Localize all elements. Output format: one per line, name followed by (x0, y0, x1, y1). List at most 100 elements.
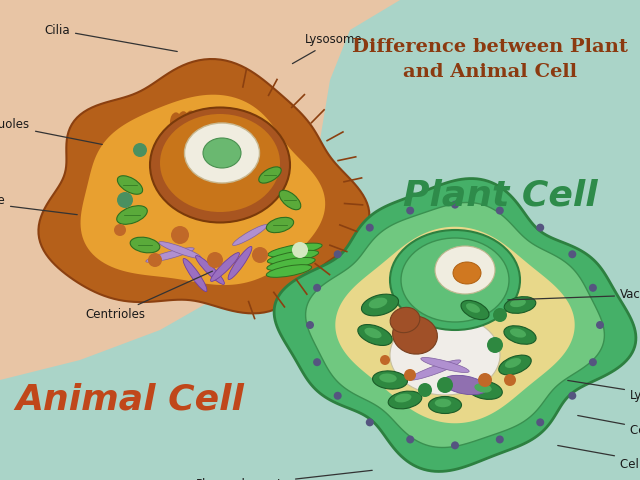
Ellipse shape (435, 399, 451, 407)
Circle shape (148, 253, 162, 267)
Ellipse shape (259, 167, 281, 183)
Text: Vacuoles: Vacuoles (0, 119, 102, 144)
Ellipse shape (395, 394, 412, 402)
Ellipse shape (461, 300, 489, 320)
Text: Difference between Plant
and Animal Cell: Difference between Plant and Animal Cell (352, 38, 628, 81)
Ellipse shape (505, 358, 521, 368)
Circle shape (366, 419, 374, 426)
Circle shape (171, 226, 189, 244)
Polygon shape (38, 59, 369, 313)
Text: Cilia: Cilia (44, 24, 177, 51)
Ellipse shape (358, 324, 392, 346)
Ellipse shape (435, 246, 495, 294)
Ellipse shape (392, 316, 437, 354)
Text: Cell membrane: Cell membrane (0, 193, 77, 215)
Text: Cell membrane: Cell membrane (557, 445, 640, 471)
Circle shape (404, 369, 416, 381)
Ellipse shape (146, 248, 194, 262)
Ellipse shape (364, 328, 381, 338)
Ellipse shape (372, 371, 408, 389)
Ellipse shape (196, 255, 225, 285)
Polygon shape (306, 203, 604, 447)
Ellipse shape (388, 391, 422, 409)
Ellipse shape (409, 360, 461, 380)
Circle shape (451, 201, 459, 209)
Circle shape (536, 419, 544, 426)
Text: Cell wall: Cell wall (578, 416, 640, 436)
Circle shape (487, 337, 503, 353)
Ellipse shape (228, 246, 252, 279)
Ellipse shape (222, 113, 234, 133)
Circle shape (252, 247, 268, 263)
Ellipse shape (203, 138, 241, 168)
Ellipse shape (267, 257, 315, 271)
Ellipse shape (266, 264, 312, 277)
Circle shape (406, 435, 414, 444)
Ellipse shape (401, 238, 509, 322)
Circle shape (589, 284, 597, 292)
Circle shape (114, 224, 126, 236)
Circle shape (504, 374, 516, 386)
Ellipse shape (504, 297, 536, 313)
Ellipse shape (429, 396, 461, 413)
Ellipse shape (421, 358, 469, 372)
Ellipse shape (474, 384, 492, 393)
Ellipse shape (177, 111, 189, 131)
Circle shape (333, 392, 342, 400)
Circle shape (589, 358, 597, 366)
Ellipse shape (468, 381, 502, 399)
Ellipse shape (184, 123, 259, 183)
Ellipse shape (200, 110, 212, 131)
Circle shape (133, 143, 147, 157)
Ellipse shape (390, 315, 500, 395)
Text: Animal Cell: Animal Cell (15, 383, 244, 417)
Circle shape (536, 224, 544, 232)
Ellipse shape (130, 237, 160, 253)
Circle shape (406, 206, 414, 215)
Ellipse shape (369, 298, 387, 309)
Ellipse shape (510, 299, 526, 307)
Text: Vacuole: Vacuole (508, 288, 640, 301)
Ellipse shape (150, 108, 290, 223)
Ellipse shape (207, 111, 220, 131)
Polygon shape (81, 95, 325, 285)
Polygon shape (274, 179, 636, 471)
Ellipse shape (380, 373, 397, 383)
Circle shape (568, 392, 576, 400)
Circle shape (366, 224, 374, 232)
Ellipse shape (193, 110, 204, 130)
Ellipse shape (268, 250, 319, 264)
Ellipse shape (160, 114, 280, 212)
Ellipse shape (504, 326, 536, 344)
Circle shape (207, 252, 223, 268)
Ellipse shape (211, 252, 239, 281)
Circle shape (478, 373, 492, 387)
Ellipse shape (466, 303, 480, 313)
Ellipse shape (117, 176, 143, 194)
Text: Plasmodesmata: Plasmodesmata (196, 470, 372, 480)
Ellipse shape (183, 258, 207, 291)
Circle shape (437, 377, 453, 393)
Ellipse shape (232, 225, 268, 245)
Circle shape (418, 383, 432, 397)
Text: Lysosome: Lysosome (292, 34, 363, 64)
Ellipse shape (159, 241, 201, 258)
Ellipse shape (499, 355, 531, 375)
Ellipse shape (116, 206, 147, 224)
Ellipse shape (443, 375, 487, 395)
Ellipse shape (266, 217, 294, 233)
Ellipse shape (215, 112, 227, 132)
Circle shape (496, 206, 504, 215)
Circle shape (568, 250, 576, 258)
Circle shape (380, 355, 390, 365)
Text: Lysosome: Lysosome (568, 381, 640, 401)
Circle shape (313, 284, 321, 292)
Text: Centrioles: Centrioles (85, 271, 212, 322)
Circle shape (306, 321, 314, 329)
Ellipse shape (390, 307, 420, 333)
Circle shape (117, 192, 133, 208)
Ellipse shape (170, 112, 182, 132)
Text: Plant Cell: Plant Cell (403, 178, 597, 212)
Ellipse shape (510, 328, 526, 337)
Ellipse shape (185, 110, 197, 131)
